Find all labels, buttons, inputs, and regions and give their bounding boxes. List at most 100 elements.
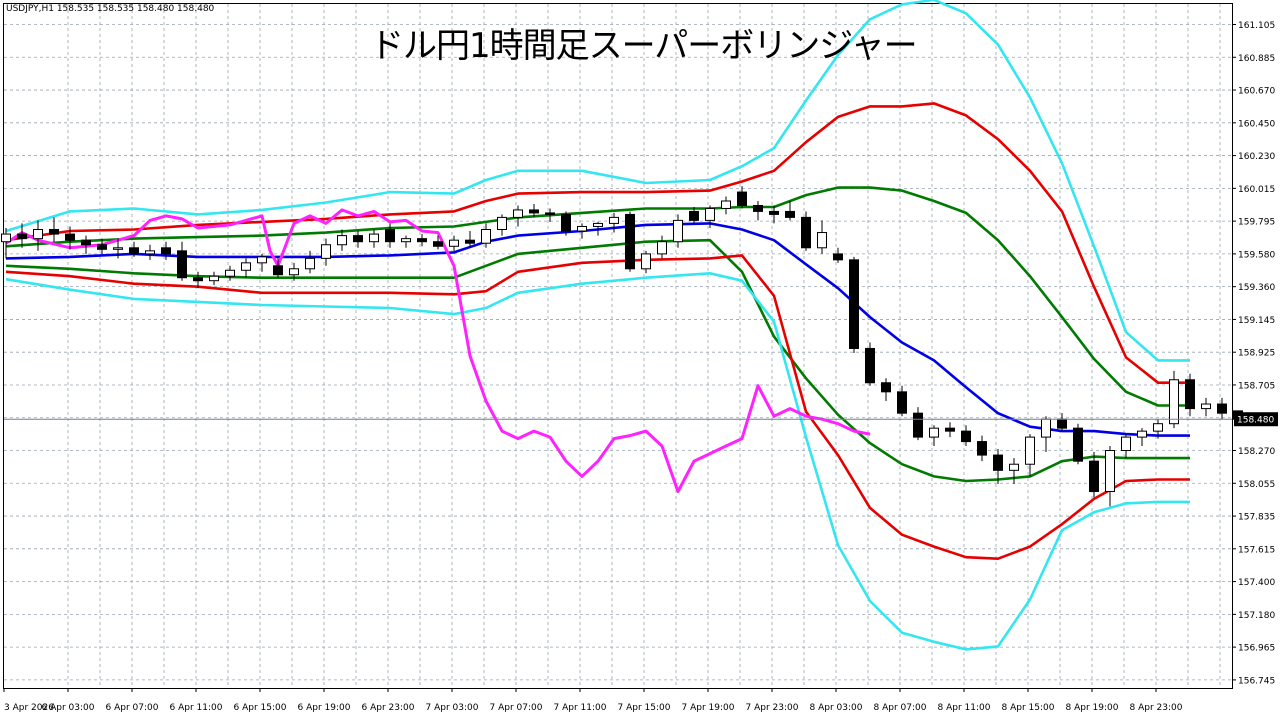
candle-body [1009, 463, 1019, 471]
candle-body [833, 253, 843, 261]
candle [529, 203, 539, 218]
candle [273, 258, 283, 278]
candle [977, 435, 987, 462]
x-tick-label: 8 Apr 23:00 [1130, 703, 1183, 713]
y-tick-label: 160.670 [1238, 87, 1275, 97]
candle [1137, 428, 1147, 447]
candle [1025, 434, 1035, 477]
candle-body [673, 219, 683, 243]
chikou-line [5, 208, 871, 493]
candle-body [1, 233, 11, 243]
candle-body [97, 244, 107, 250]
candle-body [193, 277, 203, 282]
candle-body [65, 233, 75, 241]
candle-body [593, 222, 603, 227]
x-tick-label: 6 Apr 03:00 [42, 703, 95, 713]
candle-body [577, 225, 587, 232]
candle [497, 214, 507, 236]
x-tick-label: 8 Apr 11:00 [938, 703, 991, 713]
candle-body [1137, 430, 1147, 438]
y-tick-label: 160.015 [1238, 185, 1275, 195]
candle-body [225, 269, 235, 277]
x-tick-label: 7 Apr 03:00 [426, 703, 479, 713]
band-lower3 [5, 271, 1190, 651]
candle-body [913, 412, 923, 438]
candle-body [801, 216, 811, 249]
candle-body [769, 210, 779, 215]
band-upper3 [5, 0, 1190, 362]
y-tick-label: 156.965 [1238, 644, 1275, 654]
chikou-span [5, 208, 871, 493]
current-price: 158.480 [4, 412, 1278, 427]
candle-body [417, 238, 427, 243]
y-tick-label: 161.105 [1238, 21, 1275, 31]
candle [1121, 434, 1131, 459]
candle [161, 241, 171, 260]
candle-body [353, 235, 363, 243]
candle-body [641, 253, 651, 270]
x-tick-label: 6 Apr 15:00 [234, 703, 287, 713]
candle-body [1217, 403, 1227, 414]
y-tick-label: 160.885 [1238, 54, 1275, 64]
candle-body [257, 256, 267, 264]
candle-body [753, 204, 763, 212]
y-tick-label: 157.180 [1238, 611, 1275, 621]
current-price-box [1234, 412, 1278, 427]
candle [657, 235, 667, 259]
candle [177, 241, 187, 281]
y-tick-label: 158.705 [1238, 381, 1275, 391]
candle [769, 205, 779, 224]
candle-body [241, 262, 251, 271]
candle [689, 206, 699, 224]
candle [113, 238, 123, 259]
candle [577, 223, 587, 239]
candle [913, 407, 923, 441]
candle [225, 265, 235, 281]
candle [49, 217, 59, 242]
candle [449, 235, 459, 251]
candle [785, 201, 795, 221]
candle-body [625, 213, 635, 270]
candle [849, 256, 859, 353]
candle-body [945, 427, 955, 432]
candle [593, 221, 603, 236]
candle [1073, 423, 1083, 465]
candle [625, 211, 635, 272]
candle-body [1201, 403, 1211, 410]
candle [305, 250, 315, 274]
candle-body [33, 229, 43, 240]
candle-body [865, 347, 875, 384]
candle [1089, 452, 1099, 498]
x-tick-label: 6 Apr 07:00 [106, 703, 159, 713]
candle-body [1169, 379, 1179, 425]
candle [1201, 397, 1211, 417]
candle [929, 425, 939, 447]
candle [33, 220, 43, 251]
y-tick-label: 157.400 [1238, 578, 1275, 588]
candle-body [513, 209, 523, 218]
candle [401, 235, 411, 248]
candle [417, 234, 427, 247]
candle [369, 229, 379, 248]
candle-body [81, 239, 91, 246]
candle-body [337, 235, 347, 246]
candle [1105, 446, 1115, 507]
candle-body [721, 200, 731, 209]
x-tick-label: 7 Apr 07:00 [490, 703, 543, 713]
candle [241, 258, 251, 278]
candle-body [689, 210, 699, 221]
candle [881, 378, 891, 401]
chart-title: ドル円1時間足スーパーボリンジャー [370, 26, 918, 66]
candle-body [849, 259, 859, 349]
y-tick-label: 158.270 [1238, 447, 1275, 457]
candle-body [289, 268, 299, 276]
candle [801, 211, 811, 251]
candle-body [1025, 436, 1035, 465]
candle-body [1105, 450, 1115, 492]
candle [433, 235, 443, 250]
candle-body [305, 257, 315, 270]
candle [609, 212, 619, 233]
x-tick-label: 8 Apr 15:00 [1002, 703, 1055, 713]
